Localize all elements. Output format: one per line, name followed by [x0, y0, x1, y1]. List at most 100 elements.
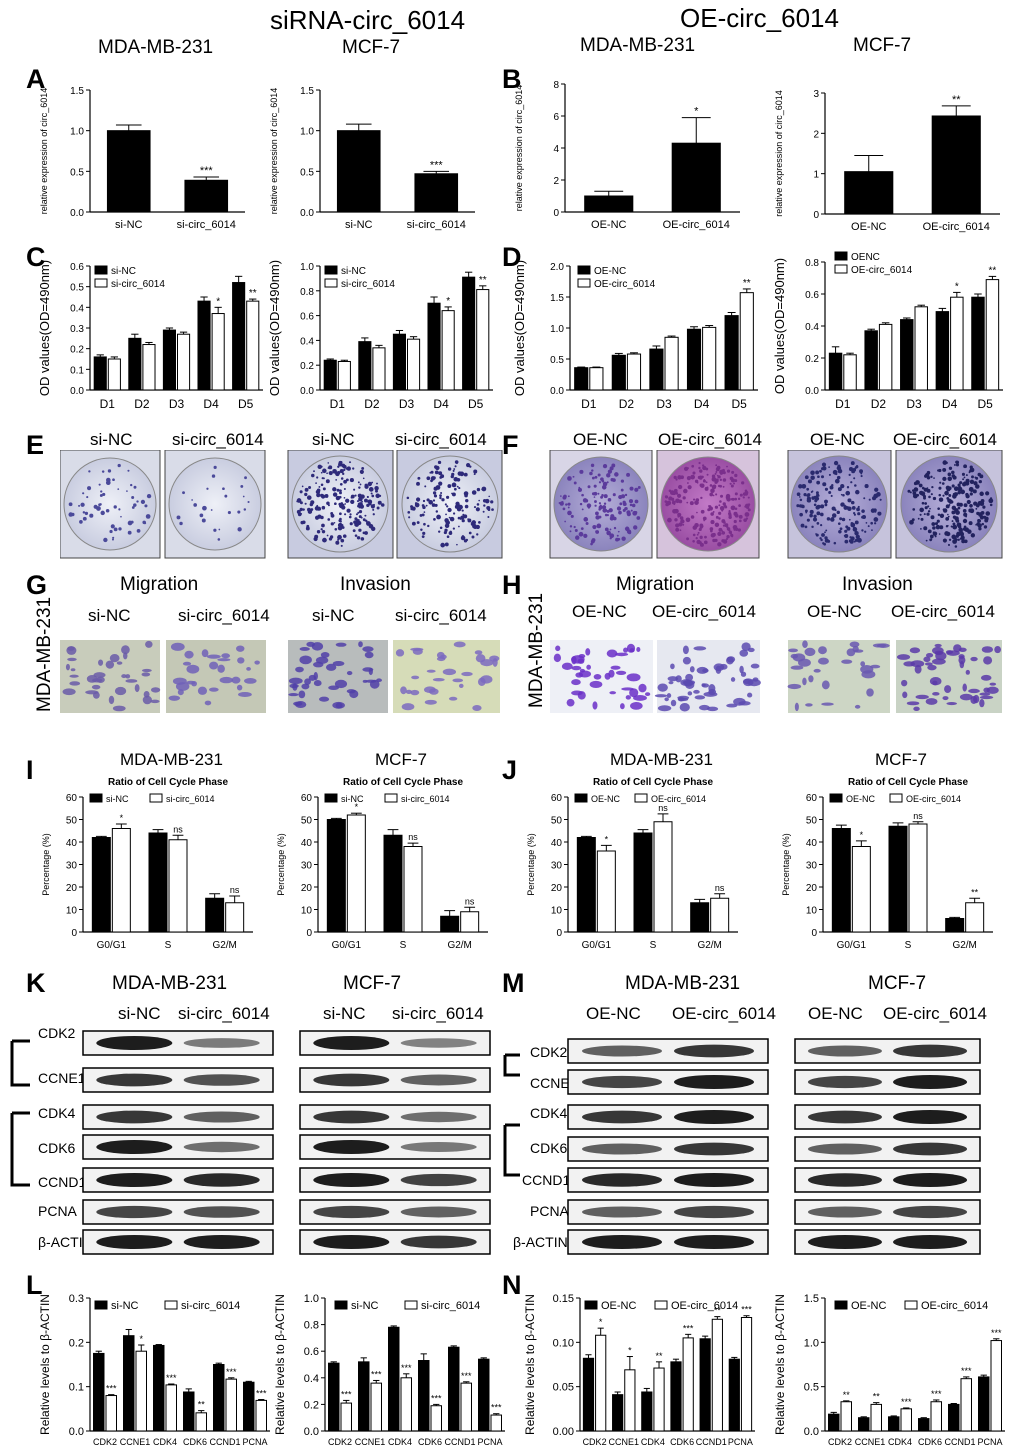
band — [582, 1143, 662, 1155]
legend-label: OE-circ_6014 — [651, 794, 706, 804]
bar — [950, 296, 964, 391]
colony — [594, 475, 598, 479]
colony — [602, 508, 607, 513]
colony — [446, 495, 450, 499]
cell — [910, 660, 925, 668]
colony — [490, 500, 494, 504]
cell — [606, 649, 618, 658]
colony — [601, 479, 605, 483]
lane-label: OE-circ_6014 — [672, 1004, 776, 1023]
colony — [579, 502, 583, 506]
colony — [133, 485, 137, 489]
colony — [957, 483, 961, 487]
x-tick-label: PCNA — [728, 1437, 753, 1447]
colony — [356, 536, 361, 540]
colony — [339, 469, 344, 474]
colony — [717, 542, 722, 547]
colony — [703, 478, 706, 481]
colony — [857, 505, 860, 509]
cell — [694, 695, 706, 700]
band — [674, 1075, 754, 1089]
colony — [449, 516, 455, 522]
colony — [848, 518, 851, 521]
colony — [357, 493, 362, 498]
colony — [838, 530, 842, 534]
colony — [829, 485, 834, 490]
colony — [671, 500, 676, 505]
pathway-brackets — [10, 1039, 520, 1187]
band-label: CDK4 — [38, 1105, 76, 1121]
colony — [620, 488, 624, 492]
cell — [70, 668, 76, 672]
cell — [726, 656, 734, 665]
colony — [965, 478, 970, 483]
colony — [803, 493, 807, 497]
band — [96, 1205, 173, 1219]
significance-label: *** — [741, 1305, 752, 1315]
cell — [480, 659, 494, 667]
colony — [804, 525, 808, 529]
colony — [861, 529, 864, 532]
band — [582, 1235, 662, 1249]
colony — [321, 505, 326, 510]
colony — [444, 503, 447, 506]
y-tick-label: 0 — [71, 928, 77, 939]
colony — [306, 524, 310, 528]
colony — [853, 540, 856, 543]
y-tick-label: 0.2 — [70, 345, 84, 356]
bar — [153, 1344, 165, 1432]
y-tick-label: 60 — [551, 793, 563, 804]
bar — [851, 846, 871, 933]
colony — [144, 504, 148, 508]
bar — [870, 1403, 882, 1432]
cell — [747, 679, 761, 687]
legend-label: OE-circ_6014 — [851, 265, 913, 276]
x-tick-label: CCND1 — [209, 1437, 240, 1447]
colony — [822, 482, 827, 487]
cell — [945, 650, 954, 655]
bar — [323, 359, 337, 391]
colony — [730, 505, 736, 511]
significance-label: * — [628, 1346, 632, 1356]
cell — [592, 701, 598, 710]
colony — [810, 491, 813, 493]
colony — [461, 519, 465, 523]
cell — [86, 674, 98, 683]
x-tick-label: PCNA — [477, 1437, 502, 1447]
colony — [942, 476, 947, 481]
significance-label: ns — [913, 811, 923, 821]
colony — [340, 477, 344, 480]
bar — [441, 310, 455, 391]
bar — [148, 832, 168, 933]
band-label: CDK2 — [530, 1044, 568, 1060]
x-tick-label: OE-circ_6014 — [663, 219, 730, 231]
cell — [693, 646, 707, 651]
colony — [729, 476, 734, 481]
colony — [968, 486, 974, 492]
colony — [438, 530, 441, 533]
colony — [962, 508, 967, 513]
cell — [186, 664, 200, 674]
colony — [362, 477, 365, 480]
significance-label: ** — [249, 288, 257, 299]
colony — [463, 472, 468, 477]
colony — [948, 538, 952, 541]
colony — [733, 482, 736, 485]
cell — [362, 646, 374, 652]
colony — [682, 496, 686, 500]
y-tick-label: 0 — [811, 928, 817, 939]
colony — [358, 486, 361, 489]
colony — [343, 506, 346, 509]
colony — [436, 514, 441, 520]
colony — [860, 472, 863, 475]
western-blot-strips — [10, 1030, 981, 1255]
colony — [440, 542, 446, 548]
cell — [335, 642, 347, 647]
band — [96, 1140, 173, 1154]
colony — [577, 487, 582, 492]
colony — [598, 515, 602, 519]
colony — [318, 508, 322, 511]
colony — [120, 515, 122, 518]
colony — [308, 486, 312, 489]
